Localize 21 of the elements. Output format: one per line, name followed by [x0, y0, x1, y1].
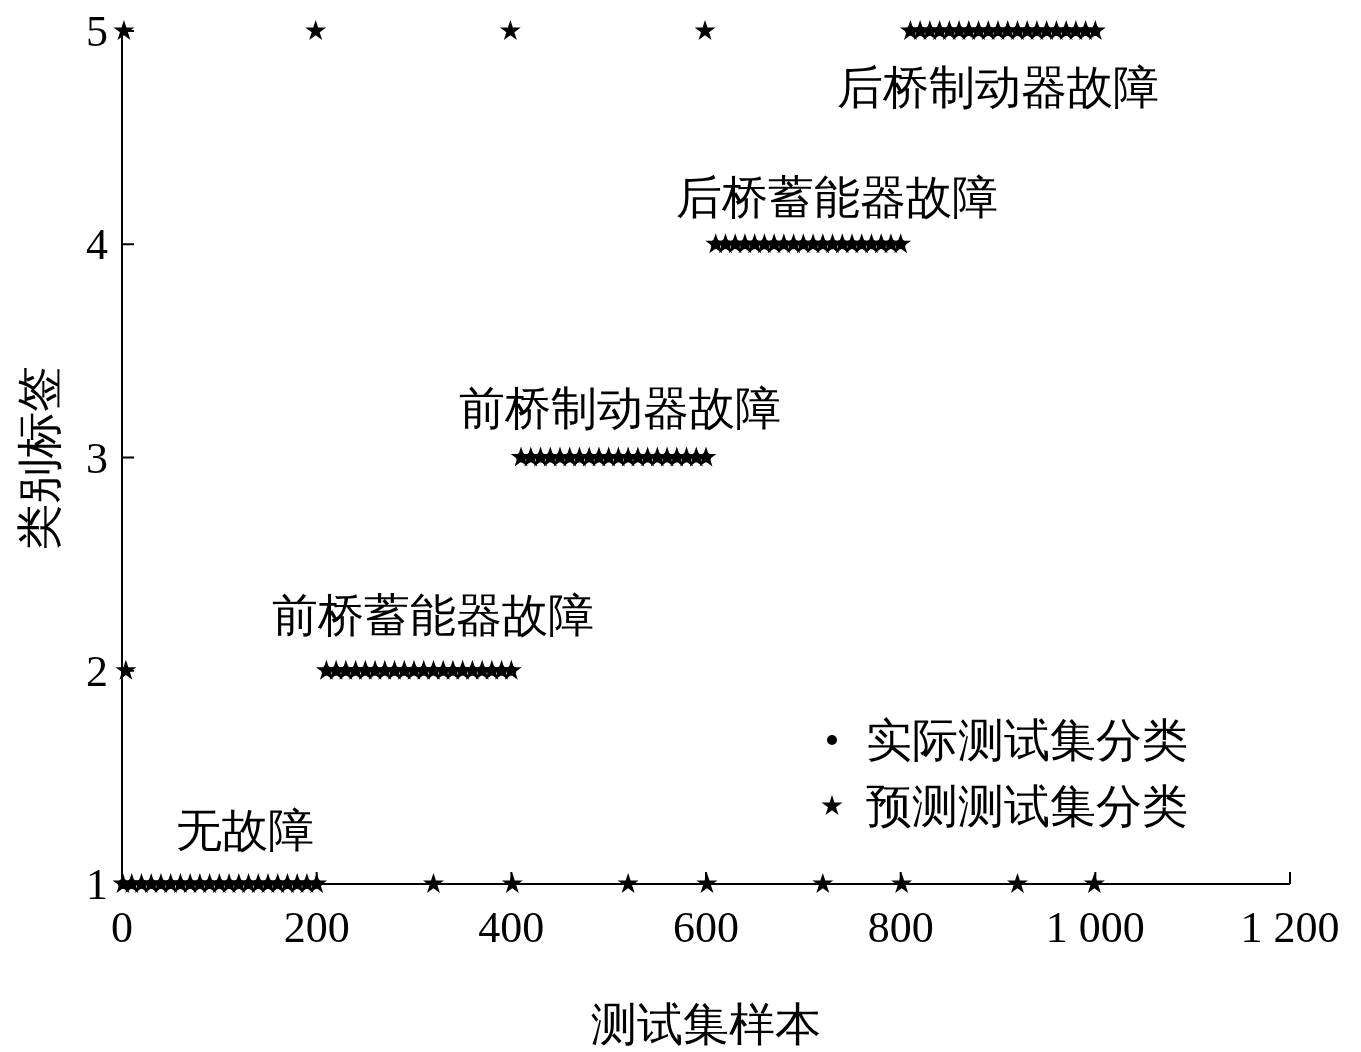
x-tick-label: 400: [478, 903, 545, 952]
legend-label: 预测测试集分类: [866, 781, 1188, 832]
x-tick-label: 200: [283, 903, 350, 952]
annotation: 前桥制动器故障: [459, 383, 781, 434]
y-tick-label: 3: [86, 433, 108, 483]
legend-label: 实际测试集分类: [866, 715, 1188, 766]
y-axis-title: 类别标签: [14, 365, 65, 550]
y-tick-label: 4: [86, 220, 108, 270]
annotation: 后桥制动器故障: [837, 62, 1159, 113]
x-tick-label: 0: [111, 903, 133, 952]
y-tick-label: 2: [86, 646, 108, 696]
x-axis-title: 测试集样本: [591, 999, 821, 1050]
x-tick-label: 1 200: [1240, 903, 1340, 952]
y-tick-label: 1: [86, 860, 108, 909]
annotation: 无故障: [176, 805, 314, 856]
annotation: 前桥蓄能器故障: [272, 590, 594, 641]
x-tick-label: 1 000: [1045, 903, 1145, 952]
x-tick-label: 800: [867, 903, 934, 952]
annotation: 后桥蓄能器故障: [676, 172, 998, 223]
y-tick-label: 5: [86, 7, 108, 56]
x-tick-label: 600: [673, 903, 739, 952]
